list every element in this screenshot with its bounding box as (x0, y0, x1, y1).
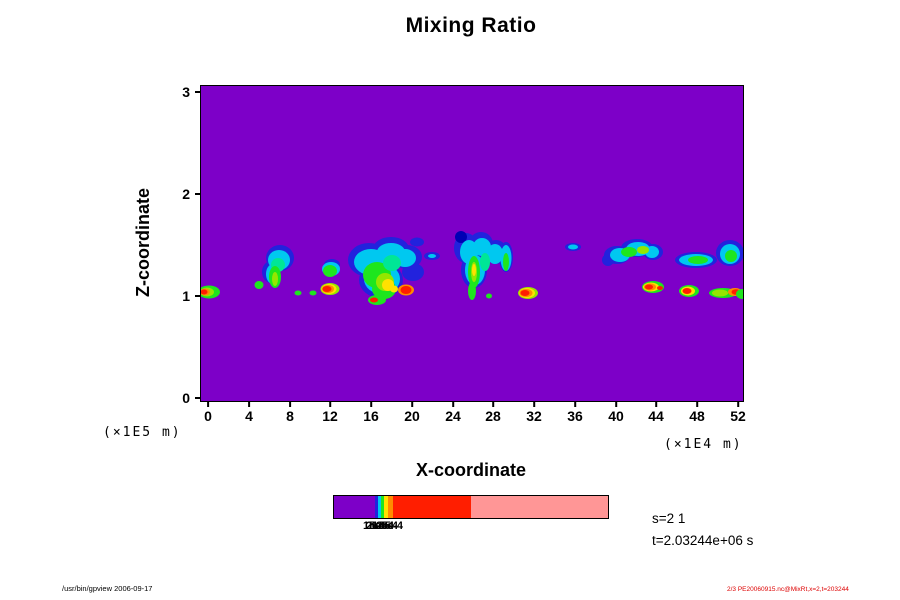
x-tick-mark (736, 401, 739, 407)
x-tick-7: 28 (485, 401, 501, 424)
x-tick-mark (451, 401, 454, 407)
colorbar (333, 495, 609, 519)
x-tick-label: 16 (363, 408, 379, 424)
x-tick-label: 32 (526, 408, 542, 424)
colorbar-segment (388, 496, 393, 518)
colorbar-segment (375, 496, 378, 518)
x-tick-2: 8 (286, 401, 294, 424)
slice-annotation: s=2 1 (652, 511, 686, 526)
y-tick-2: 2 (182, 186, 201, 202)
footer-file-text: 2/3 PE20060915.nc@MixRt,x=2,t=203244 (727, 586, 849, 593)
plot-area: 0 1 2 3 0 4 8 12 16 20 24 28 32 36 40 44… (182, 84, 746, 424)
y-axis-unit: (×1E5 m) (103, 425, 182, 440)
y-tick-mark (195, 91, 201, 93)
y-tick-label: 0 (182, 390, 190, 406)
x-tick-12: 48 (689, 401, 705, 424)
x-tick-11: 44 (648, 401, 664, 424)
y-tick-label: 3 (182, 84, 190, 100)
cloud-cluster-0 (201, 285, 220, 299)
x-tick-mark (328, 401, 331, 407)
cloud-cluster-6 (565, 243, 581, 251)
colorbar-label: 2e-5 (365, 520, 389, 532)
x-tick-mark (288, 401, 291, 407)
x-tick-3: 12 (322, 401, 338, 424)
cloud-cluster-3 (348, 237, 440, 305)
y-axis-label: Z-coordinate (133, 188, 153, 298)
cloud-cluster-4 (454, 231, 513, 300)
x-tick-10: 40 (608, 401, 624, 424)
colorbar-segment (334, 496, 376, 518)
x-tick-mark (247, 401, 250, 407)
x-tick-label: 36 (567, 408, 583, 424)
y-tick-label: 1 (182, 288, 190, 304)
x-tick-label: 28 (485, 408, 501, 424)
x-axis-label: X-coordinate (415, 460, 526, 480)
y-tick-mark (195, 295, 201, 297)
x-tick-label: 4 (245, 408, 253, 424)
y-tick-mark (195, 397, 201, 399)
y-tick-0: 0 (182, 390, 201, 406)
x-tick-label: 44 (648, 408, 664, 424)
colorbar-label: 5e-5 (368, 520, 392, 532)
annotation-block: s=2 1 t=2.03244e+06 s (652, 508, 753, 552)
x-tick-label: 8 (286, 408, 294, 424)
x-tick-mark (573, 401, 576, 407)
contour-field (201, 231, 743, 305)
x-tick-mark (654, 401, 657, 407)
x-tick-8: 32 (526, 401, 542, 424)
x-tick-label: 0 (204, 408, 212, 424)
x-tick-mark (369, 401, 372, 407)
colorbar-segment (384, 496, 389, 518)
time-annotation: t=2.03244e+06 s (652, 533, 754, 548)
colorbar-label: 1e-5 (362, 520, 386, 532)
x-tick-mark (491, 401, 494, 407)
cloud-cluster-2 (309, 259, 340, 296)
colorbar-segment (392, 496, 471, 518)
colorbar-label: 1e-4 (371, 520, 395, 532)
x-tick-13: 52 (730, 401, 746, 424)
footer-command-text: /usr/bin/gpview 2006-09-17 (62, 584, 153, 593)
x-tick-6: 24 (445, 401, 461, 424)
y-tick-label: 2 (182, 186, 190, 202)
cloud-cluster-1 (254, 245, 302, 296)
colorbar-label: 2e-4 (375, 520, 399, 532)
y-tick-1: 1 (182, 288, 201, 304)
colorbar-segment (377, 496, 381, 518)
cloud-cluster-5 (518, 287, 538, 299)
colorbar-labels: 1e-5 2e-5 5e-5 1e-4 2e-4 5e-4 (333, 520, 607, 534)
x-tick-label: 40 (608, 408, 624, 424)
x-tick-label: 48 (689, 408, 705, 424)
y-tick-mark (195, 193, 201, 195)
x-tick-0: 0 (204, 401, 212, 424)
cloud-cluster-8 (675, 240, 743, 299)
x-tick-mark (614, 401, 617, 407)
x-tick-mark (206, 401, 209, 407)
x-tick-1: 4 (245, 401, 253, 424)
plot-title: Mixing Ratio (405, 14, 537, 37)
colorbar-segment (380, 496, 385, 518)
cloud-cluster-7 (602, 239, 664, 293)
x-tick-mark (532, 401, 535, 407)
y-tick-3: 3 (182, 84, 201, 100)
x-tick-4: 16 (363, 401, 379, 424)
x-tick-label: 24 (445, 408, 461, 424)
x-tick-mark (695, 401, 698, 407)
x-tick-label: 12 (322, 408, 338, 424)
x-tick-mark (410, 401, 413, 407)
x-tick-5: 20 (404, 401, 420, 424)
x-axis-unit: (×1E4 m) (664, 437, 743, 452)
x-tick-label: 20 (404, 408, 420, 424)
x-tick-label: 52 (730, 408, 746, 424)
colorbar-segment (470, 496, 608, 518)
colorbar-label: 5e-4 (380, 520, 404, 532)
x-tick-9: 36 (567, 401, 583, 424)
